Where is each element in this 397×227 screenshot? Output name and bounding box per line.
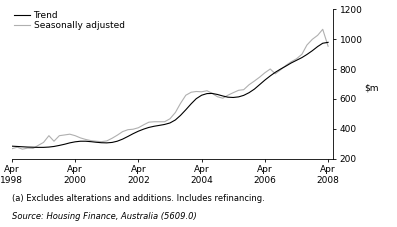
Text: Source: Housing Finance, Australia (5609.0): Source: Housing Finance, Australia (5609… [12,212,197,221]
Text: (a) Excludes alterations and additions. Includes refinancing.: (a) Excludes alterations and additions. … [12,194,265,203]
Y-axis label: $m: $m [364,84,379,93]
Legend: Trend, Seasonally adjusted: Trend, Seasonally adjusted [14,11,125,30]
